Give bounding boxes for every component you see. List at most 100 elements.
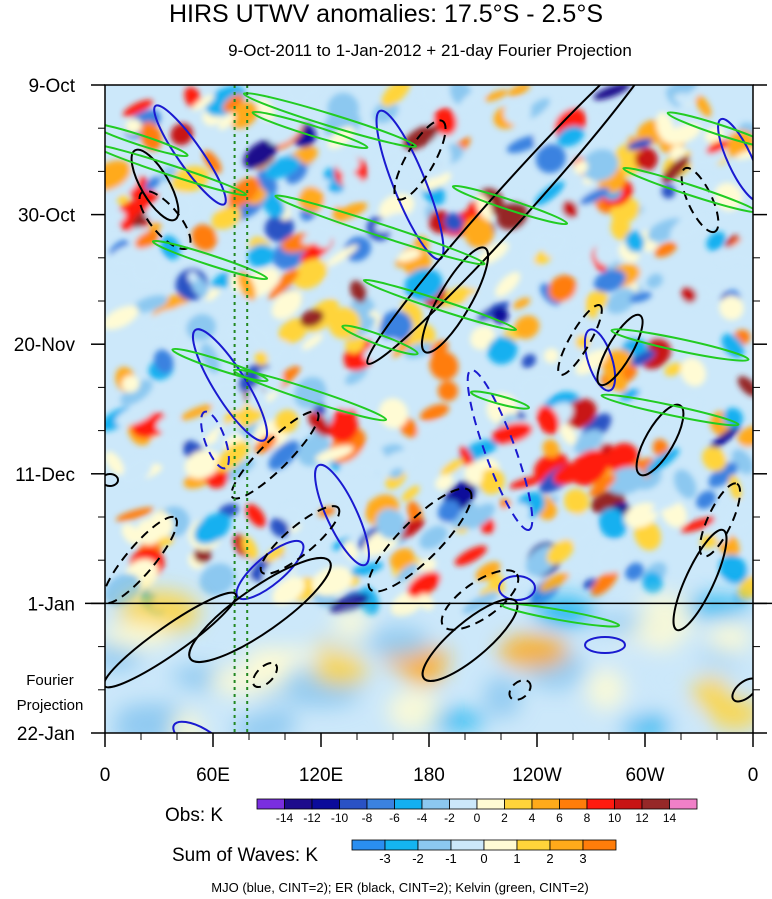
obs-anomaly-cell	[274, 409, 299, 434]
obs-anomaly-cell	[396, 563, 419, 584]
obs-anomaly-cell	[236, 372, 261, 393]
obs-anomaly-cell	[191, 224, 218, 251]
obs-anomaly-cell	[264, 546, 285, 563]
wave-contour	[393, 119, 447, 201]
obs-anomaly-cell	[626, 138, 653, 151]
obs-anomaly-cell	[706, 140, 729, 154]
obs-anomaly-cell	[363, 338, 400, 361]
obs-anomaly-cell	[422, 172, 452, 191]
obs-anomaly-cell	[419, 525, 448, 550]
y-tick-label: 20-Nov	[14, 335, 76, 356]
obs-anomaly-cell	[598, 508, 627, 539]
obs-anomaly-cell	[105, 160, 131, 191]
wave-legend-note: MJO (blue, CINT=2); ER (black, CINT=2); …	[211, 880, 588, 895]
obs-anomaly-cell	[310, 221, 332, 249]
obs-anomaly-cell	[725, 235, 740, 249]
projection-label-1: Fourier	[26, 672, 74, 689]
obs-anomaly-cell	[221, 296, 258, 312]
colorbar-swatch	[504, 798, 533, 810]
colorbar-tick-label: 0	[474, 811, 481, 825]
wave-contour	[232, 368, 388, 422]
obs-anomaly-cell	[525, 98, 550, 119]
colorbar-tick-label: 1	[513, 851, 520, 866]
colorbar-swatch	[669, 798, 698, 810]
y-tick-label: 9-Oct	[29, 76, 76, 97]
colorbar-swatch	[417, 839, 452, 851]
colorbar-swatch	[256, 798, 285, 810]
obs-anomaly-cell	[413, 155, 439, 178]
obs-anomaly-cell	[721, 333, 745, 359]
obs-anomaly-cell	[249, 325, 273, 351]
obs-anomaly-cell	[134, 230, 160, 249]
obs-anomaly-cell	[283, 85, 311, 107]
obs-anomaly-cell	[561, 200, 578, 218]
obs-anomaly-cell	[222, 94, 244, 113]
projection-anomaly-cell	[482, 676, 522, 719]
wave-contour	[235, 539, 305, 601]
obs-anomaly-cell	[200, 343, 220, 374]
colorbar-tick-label: 12	[635, 811, 649, 825]
obs-anomaly-cell	[487, 336, 518, 365]
obs-anomaly-cell	[199, 563, 235, 596]
obs-anomaly-cell	[728, 474, 742, 501]
obs-anomaly-cell	[464, 503, 495, 529]
projection-anomaly-cell	[679, 595, 750, 618]
obs-anomaly-cell	[444, 212, 464, 232]
obs-anomaly-cell	[320, 191, 348, 210]
obs-anomaly-cell	[133, 295, 168, 313]
obs-anomaly-cell	[707, 424, 741, 452]
obs-anomaly-cell	[418, 85, 445, 107]
projection-anomaly-cell	[586, 668, 626, 711]
obs-anomaly-cell	[470, 325, 495, 350]
obs-anomaly-cell	[263, 156, 301, 180]
projection-anomaly-cell	[638, 594, 691, 615]
obs-anomaly-cell	[521, 354, 536, 368]
x-tick-label: 60E	[196, 765, 230, 786]
x-axis: 0 60E 120E 180 120W 60W 0	[100, 733, 758, 786]
wave-contour	[610, 328, 750, 362]
obs-anomaly-cell	[454, 545, 487, 566]
wave-contour	[230, 410, 320, 500]
obs-anomaly-cell	[606, 443, 639, 473]
projection-anomaly-cell	[170, 710, 203, 733]
heatmap-field	[105, 85, 753, 733]
obs-anomaly-cell	[293, 377, 327, 409]
obs-anomaly-cell	[279, 503, 305, 528]
obs-anomaly-cell	[220, 385, 245, 412]
obs-anomaly-cell	[589, 474, 617, 497]
obs-anomaly-cell	[494, 503, 531, 532]
wave-contour	[584, 636, 626, 654]
wave-contour	[466, 368, 534, 532]
obs-anomaly-cell	[559, 508, 587, 535]
wave-contour	[470, 390, 530, 410]
obs-anomaly-cell	[514, 315, 540, 339]
colorbar-swatch	[366, 798, 395, 810]
obs-anomaly-cell	[642, 571, 663, 594]
obs-anomaly-cell	[708, 462, 738, 488]
obs-anomaly-cell	[115, 403, 156, 426]
obs-anomaly-cell	[350, 280, 367, 303]
wave-contour	[451, 184, 569, 226]
obs-anomaly-cell	[237, 271, 256, 301]
obs-anomaly-cell	[268, 114, 303, 145]
obs-anomaly-cell	[646, 273, 663, 289]
x-tick-label: 180	[413, 765, 445, 786]
obs-anomaly-cell	[435, 474, 454, 491]
projection-label-2: Projection	[17, 697, 84, 714]
obs-anomaly-cell	[343, 540, 359, 560]
obs-anomaly-cell	[430, 340, 449, 358]
colorbar-swatch	[384, 839, 419, 851]
obs-anomaly-cell	[269, 518, 290, 538]
obs-anomaly-cell	[516, 371, 556, 399]
obs-anomaly-cell	[625, 562, 644, 581]
wave-contour	[200, 410, 230, 470]
y-axis: 9-Oct 30-Oct 20-Nov 11-Dec 1-Jan 22-Jan	[14, 76, 767, 745]
colorbar-tick-label: 2	[546, 851, 553, 866]
projection-anomaly-cell	[404, 661, 444, 686]
obs-anomaly-cell	[593, 85, 630, 100]
wave-contour	[172, 720, 228, 733]
waves-colorbar: -3 -2 -1 0 1 2 3	[351, 839, 617, 866]
obs-anomaly-cell	[284, 318, 306, 340]
obs-anomaly-cell	[543, 230, 570, 257]
obs-anomaly-cell	[548, 274, 577, 302]
